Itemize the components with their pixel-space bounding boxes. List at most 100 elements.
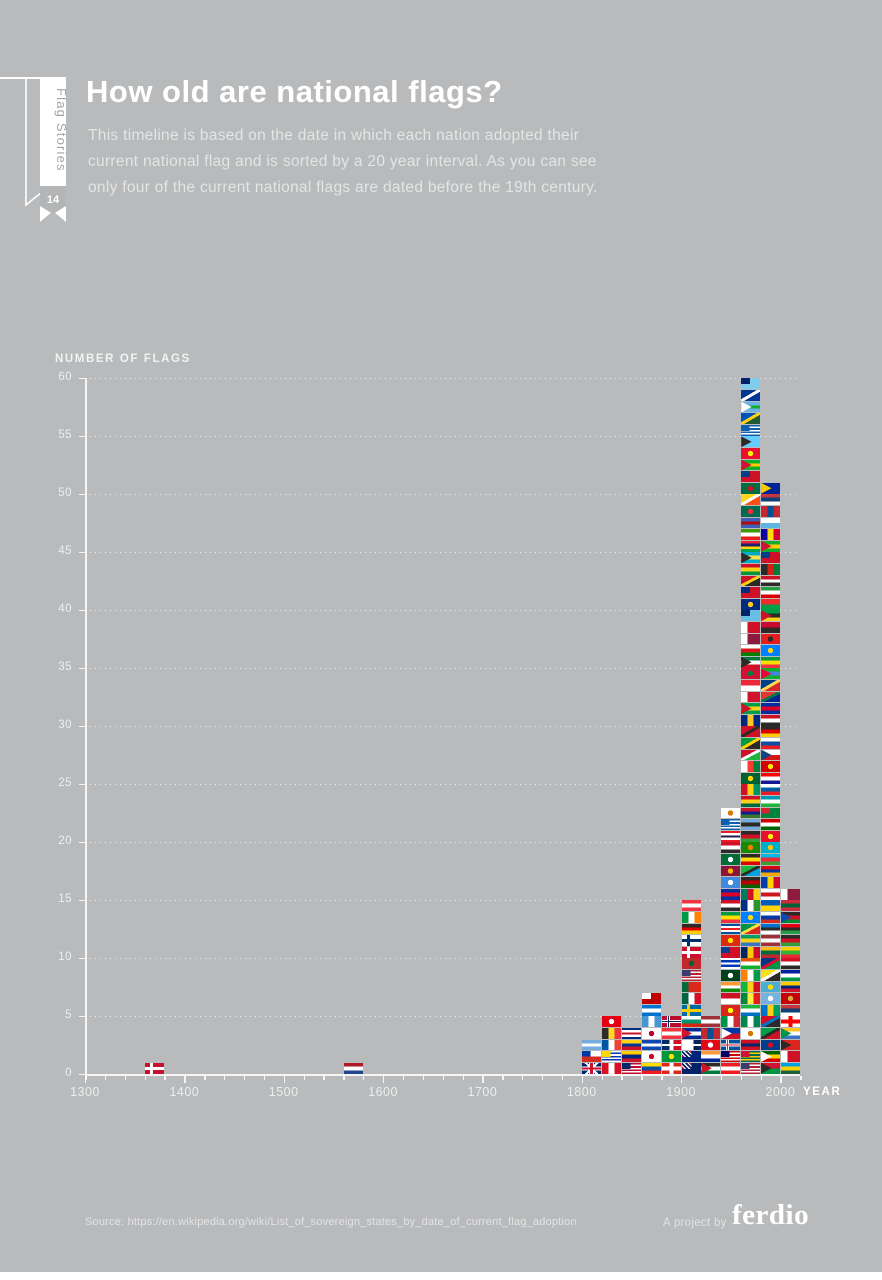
flag: [780, 1051, 800, 1063]
x-axis-tick-label: 1800: [566, 1085, 597, 1099]
x-axis-tick: [402, 1075, 405, 1080]
x-axis-tick: [760, 1075, 762, 1080]
flag: [761, 645, 781, 657]
y-axis-tick: [79, 378, 85, 380]
flag: [741, 656, 761, 668]
flag: [741, 888, 761, 900]
flag: [641, 1051, 661, 1063]
flag: [761, 517, 781, 529]
flag: [780, 888, 800, 900]
flag: [761, 540, 781, 552]
flag: [602, 1051, 622, 1063]
x-axis-tick: [740, 1075, 742, 1080]
subtitle-line-1: This timeline is based on the date in wh…: [88, 127, 580, 144]
gridline: [90, 726, 800, 727]
flag: [602, 1062, 622, 1074]
flag: [681, 1016, 701, 1028]
flag: [701, 1051, 721, 1063]
flag: [741, 552, 761, 564]
x-axis-tick: [800, 1075, 802, 1080]
flag: [582, 1039, 602, 1051]
flag: [780, 900, 800, 912]
flag: [681, 935, 701, 947]
x-axis-tick: [383, 1075, 385, 1083]
y-axis-tick-label: 55: [58, 429, 72, 441]
flag: [641, 1027, 661, 1039]
x-axis-tick: [85, 1075, 87, 1083]
source-note: Source: https://en.wikipedia.org/wiki/Li…: [85, 1216, 577, 1228]
flag-hoist-triangle: [741, 436, 752, 448]
flag: [681, 1027, 701, 1039]
flag: [761, 958, 781, 970]
x-axis-tick: [601, 1075, 603, 1080]
flag: [741, 819, 761, 831]
flag: [641, 993, 661, 1005]
flag: [721, 819, 741, 831]
flag: [761, 993, 781, 1005]
flag: [681, 1051, 701, 1063]
flag: [621, 1027, 641, 1039]
flag-hoist-triangle: [761, 749, 772, 761]
x-axis-title: YEAR: [803, 1086, 842, 1098]
flag: [721, 1027, 741, 1039]
x-axis-tick-label: 1600: [368, 1085, 398, 1099]
flag: [741, 471, 761, 483]
flag: [761, 482, 781, 494]
flag: [721, 1051, 741, 1063]
flag: [621, 1051, 641, 1063]
x-axis-tick: [661, 1075, 663, 1080]
flag: [741, 877, 761, 889]
flag: [661, 1016, 681, 1028]
flag: [701, 1039, 721, 1051]
flag: [761, 935, 781, 947]
flag: [761, 784, 781, 796]
flag: [741, 830, 761, 842]
flag: [721, 969, 741, 981]
gridline: [90, 900, 800, 901]
flag: [741, 621, 761, 633]
ribbon-series-label: Flag Stories: [54, 88, 69, 172]
x-axis-tick: [422, 1075, 425, 1080]
flag: [721, 1039, 741, 1051]
flag: [741, 436, 761, 448]
flag: [741, 795, 761, 807]
flag: [761, 761, 781, 773]
x-axis-tick: [243, 1075, 246, 1080]
flag: [701, 1027, 721, 1039]
flag: [721, 923, 741, 935]
flag: [761, 552, 781, 564]
flag: [681, 911, 701, 923]
x-axis-tick: [204, 1075, 206, 1080]
flag-hoist-triangle: [780, 1027, 792, 1039]
flag-hoist-triangle: [780, 1039, 792, 1051]
flag: [661, 1027, 681, 1039]
flag-hoist-triangle: [681, 1027, 693, 1039]
flag: [761, 888, 781, 900]
flag: [761, 842, 781, 854]
flag: [741, 981, 761, 993]
flag: [681, 923, 701, 935]
ribbon-number-box: [40, 186, 66, 214]
flag: [741, 679, 761, 691]
flag: [721, 888, 741, 900]
flag: [741, 598, 761, 610]
flag: [761, 494, 781, 506]
flag: [741, 633, 761, 645]
flag: [721, 877, 741, 889]
flag: [741, 401, 761, 413]
flag: [761, 981, 781, 993]
flag: [145, 1062, 165, 1074]
flag: [780, 981, 800, 993]
flag: [761, 819, 781, 831]
flag-hoist-triangle: [741, 656, 752, 668]
flag: [681, 981, 701, 993]
y-axis-tick: [79, 842, 85, 844]
flag-hoist-triangle: [741, 703, 752, 715]
flag: [741, 946, 761, 958]
flag: [721, 807, 741, 819]
flag: [761, 969, 781, 981]
flag: [741, 935, 761, 947]
y-axis-tick-label: 30: [58, 719, 72, 731]
flag: [681, 958, 701, 970]
flag: [741, 563, 761, 575]
